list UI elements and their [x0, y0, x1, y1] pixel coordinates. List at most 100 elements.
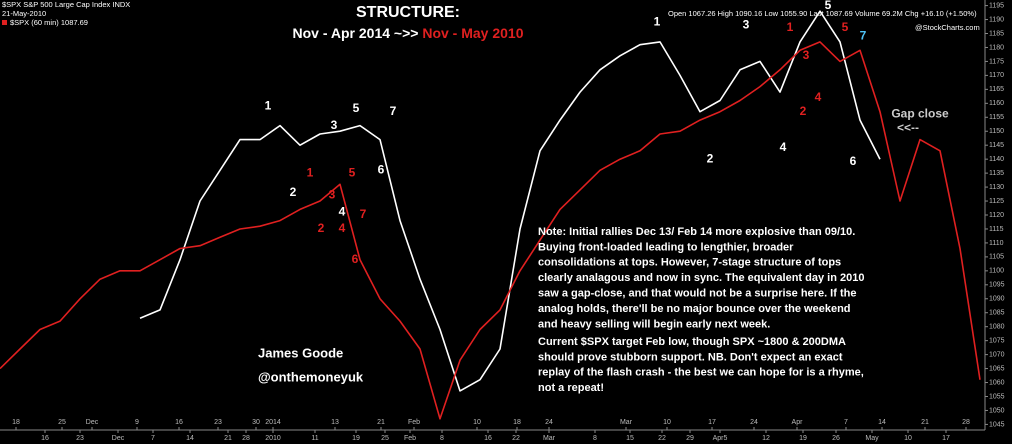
- x-tick-label: Feb: [408, 419, 420, 426]
- annotation: 2: [707, 151, 714, 165]
- x-tick-label: 29: [686, 435, 694, 442]
- x-tick-label: 17: [942, 435, 950, 442]
- y-tick-label: 1145: [989, 142, 1004, 149]
- header-symbol: $SPX S&P 500 Large Cap Index INDX: [2, 0, 130, 9]
- x-tick-label: 21: [921, 419, 929, 426]
- x-tick-label: 16: [175, 419, 183, 426]
- subtitle-red: Nov - May 2010: [422, 25, 523, 41]
- y-tick-label: 1140: [989, 156, 1004, 163]
- x-tick-label: 11: [311, 435, 318, 442]
- y-tick-label: 1100: [989, 268, 1004, 275]
- x-tick-label: 28: [962, 419, 970, 426]
- annotation: 3: [803, 48, 810, 62]
- annotation: 3: [329, 188, 336, 202]
- annotation: 6: [378, 162, 385, 176]
- note-line: should prove stubborn support. NB. Don't…: [538, 351, 843, 363]
- x-tick-label: Apr5: [713, 435, 728, 442]
- y-tick-label: 1115: [989, 226, 1004, 233]
- y-tick-label: 1070: [989, 351, 1005, 358]
- x-tick-label: 16: [41, 435, 49, 442]
- annotation: 4: [339, 204, 346, 218]
- annotation: 4: [339, 221, 346, 235]
- y-tick-label: 1190: [989, 16, 1004, 23]
- y-tick-label: 1060: [989, 379, 1005, 386]
- x-tick-label: 28: [242, 435, 250, 442]
- x-tick-label: 7: [844, 419, 848, 426]
- x-tick-label: Mar: [543, 435, 556, 442]
- x-tick-label: May: [865, 435, 879, 442]
- x-tick-label: 22: [658, 435, 666, 442]
- x-tick-label: 22: [512, 435, 520, 442]
- x-tick-label: 30: [252, 419, 260, 426]
- x-tick-label: 19: [352, 435, 360, 442]
- annotation: 2: [290, 185, 297, 199]
- x-tick-label: 8: [440, 435, 444, 442]
- annotation: 6: [850, 154, 857, 168]
- x-tick-label: 13: [331, 419, 339, 426]
- x-tick-label: 17: [708, 419, 716, 426]
- y-tick-label: 1090: [989, 296, 1005, 303]
- annotation: 4: [815, 90, 822, 104]
- annotation: 7: [860, 28, 867, 42]
- x-tick-label: 10: [663, 419, 671, 426]
- y-tick-label: 1045: [989, 421, 1005, 428]
- x-tick-label: 23: [214, 419, 222, 426]
- annotation: <<--: [897, 121, 919, 135]
- x-tick-label: 24: [545, 419, 553, 426]
- note-line: saw a gap-close, and that would not be a…: [538, 288, 856, 300]
- annotation: 7: [360, 207, 367, 221]
- series-line: [139, 10, 881, 392]
- y-tick-label: 1180: [989, 44, 1004, 51]
- annotation: 7: [390, 104, 397, 118]
- x-tick-label: 2014: [265, 419, 281, 426]
- y-tick-label: 1050: [989, 407, 1005, 414]
- author: James Goode: [258, 345, 343, 360]
- legend-swatch: [2, 20, 7, 25]
- annotation: 1: [265, 98, 272, 112]
- x-tick-label: 24: [750, 419, 758, 426]
- x-tick-label: 15: [626, 435, 634, 442]
- x-tick-label: 14: [186, 435, 194, 442]
- x-tick-label: 9: [135, 419, 139, 426]
- x-tick-label: 26: [832, 435, 840, 442]
- annotation: 3: [331, 118, 338, 132]
- annotation: 4: [780, 140, 787, 154]
- series-line: [0, 41, 981, 420]
- note-line: Note: Initial rallies Dec 13/ Feb 14 mor…: [538, 226, 855, 238]
- y-tick-label: 1065: [989, 365, 1005, 372]
- x-tick-label: 18: [12, 419, 20, 426]
- y-tick-label: 1185: [989, 30, 1004, 37]
- x-tick-label: 21: [377, 419, 385, 426]
- subtitle-white: Nov - Apr 2014 ~>>: [293, 25, 423, 41]
- x-tick-label: 8: [593, 435, 597, 442]
- header-quote: Open 1067.26 High 1090.16 Low 1055.90 La…: [668, 9, 977, 18]
- x-tick-label: 25: [381, 435, 389, 442]
- y-tick-label: 1120: [989, 212, 1004, 219]
- y-tick-label: 1155: [989, 114, 1004, 121]
- chart-title: STRUCTURE:: [356, 4, 460, 21]
- y-tick-label: 1175: [989, 58, 1004, 65]
- legend-label: $SPX (60 min) 1087.69: [10, 18, 88, 27]
- x-tick-label: Feb: [404, 435, 416, 442]
- y-tick-label: 1080: [989, 324, 1005, 331]
- note-line: Current $SPX target Feb low, though SPX …: [538, 336, 846, 348]
- y-tick-label: 1055: [989, 393, 1005, 400]
- y-tick-label: 1085: [989, 310, 1005, 317]
- x-tick-label: Mar: [620, 419, 633, 426]
- x-tick-label: 10: [473, 419, 481, 426]
- x-tick-label: 10: [904, 435, 912, 442]
- y-tick-label: 1150: [989, 128, 1004, 135]
- annotation: 5: [842, 20, 849, 34]
- header-date: 21-May-2010: [2, 9, 46, 18]
- x-tick-label: 7: [151, 435, 155, 442]
- x-tick-label: 14: [878, 419, 886, 426]
- x-tick-label: 16: [484, 435, 492, 442]
- annotation: 5: [349, 165, 356, 179]
- handle: @onthemoneyuk: [258, 369, 364, 384]
- y-tick-label: 1130: [989, 184, 1004, 191]
- x-tick-label: Dec: [112, 435, 125, 442]
- annotation: 6: [352, 252, 359, 266]
- x-tick-label: 12: [762, 435, 770, 442]
- note-line: consolidations at tops. However, 7-stage…: [538, 257, 841, 269]
